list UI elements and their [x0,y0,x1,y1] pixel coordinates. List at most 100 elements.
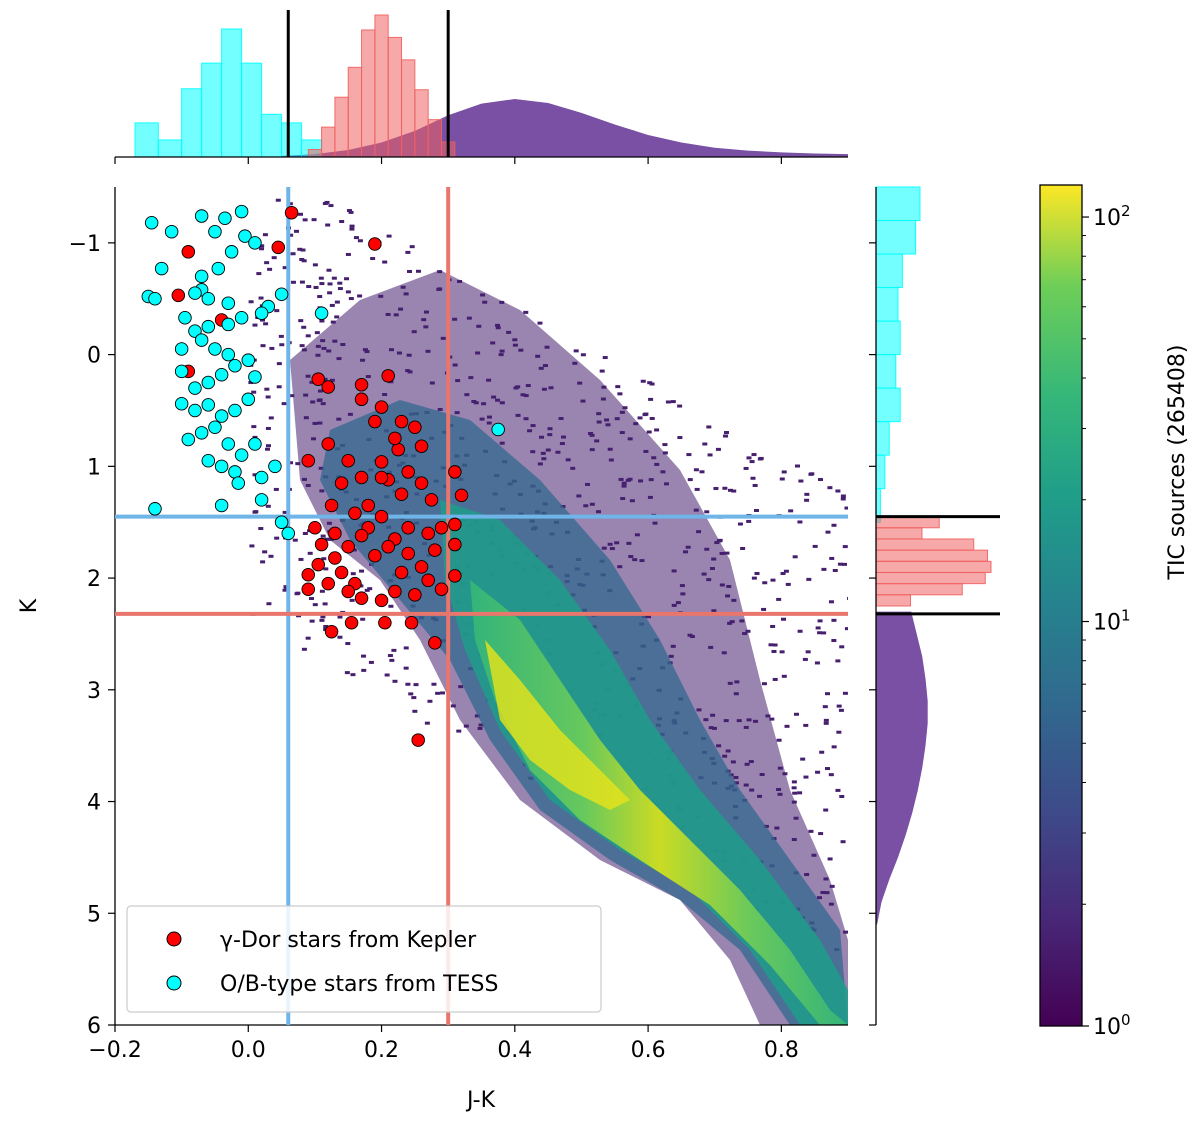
density-bin [345,290,351,294]
density-bin [717,538,723,542]
density-bin [276,362,282,366]
density-bin [770,578,776,582]
density-bin [825,530,831,534]
density-bin [309,619,315,623]
density-bin [776,738,782,742]
density-bin [279,343,285,347]
density-bin [842,691,848,695]
gamma-dor-point [171,288,186,303]
ob-type-point [214,498,229,513]
density-bin [806,577,812,581]
ob-type-point [491,422,505,437]
density-bin [743,466,749,470]
density-bin [702,442,708,446]
density-bin [301,647,307,651]
density-bin [411,696,417,700]
density-bin [828,773,834,777]
ob-type-point [221,437,236,451]
density-bin [337,615,343,619]
gamma-dor-point [394,565,409,580]
gamma-dor-point [368,237,382,251]
density-bin [797,520,803,524]
ob-type-point [211,261,226,276]
density-bin [704,510,710,514]
gamma-dor-point [311,372,325,386]
density-bin [345,642,351,646]
right-hist-bar-ob [875,186,921,222]
gamma-dor-point [321,437,335,451]
density-bin [784,724,790,728]
density-bin [822,705,828,709]
density-bin [817,631,823,635]
legend: γ-Dor stars from Kepler O/B-type stars f… [126,905,602,1013]
ob-type-point [188,286,202,300]
legend-label-ob: O/B-type stars from TESS [220,972,498,997]
top-hist-bar-ob [281,122,303,158]
gamma-dor-point [341,584,355,599]
density-bin [324,200,330,204]
y-tick-label: 5 [87,902,101,927]
density-bin [800,757,806,761]
density-bin [424,721,430,725]
gamma-dor-point [448,517,462,532]
density-bin [289,394,295,398]
density-bin [753,508,759,512]
density-bin [835,489,841,493]
x-tick-label: 0.8 [764,1038,799,1063]
density-bin [662,451,668,455]
density-bin [762,581,768,585]
gamma-dor-point [321,576,335,591]
ob-type-point [174,397,189,411]
density-bin [269,346,275,350]
density-bin [345,252,351,256]
gamma-dor-point [414,560,429,574]
density-bin [798,479,804,483]
ob-type-point [201,291,216,306]
density-bin [731,489,737,493]
gamma-dor-point [368,414,382,429]
density-bin [403,646,409,650]
density-bin [740,546,746,550]
density-bin [265,504,271,508]
density-bin [812,544,818,548]
density-bin [781,674,787,678]
ob-type-point [154,261,169,276]
density-bin [831,523,837,527]
ob-type-point [201,375,216,390]
ob-type-point [248,236,262,250]
density-bin [823,808,829,812]
gamma-dor-point [321,380,335,394]
density-bin [831,618,837,622]
density-bin [260,560,266,564]
density-bin [259,247,265,251]
density-bin [803,775,809,779]
density-bin [677,404,683,408]
ob-type-point [234,448,249,462]
density-bin [368,660,374,664]
legend-marker-gamma-dor [166,931,182,947]
density-bin [602,356,608,360]
gamma-dor-point [394,487,409,502]
density-bin [713,486,719,490]
density-bin [252,473,258,477]
density-bin [788,509,794,513]
density-bin [384,673,390,677]
density-bin [312,603,318,607]
density-bin [413,683,419,687]
density-bin [256,272,262,276]
density-bin [827,486,833,490]
density-bin [387,654,393,658]
density-bin [268,554,274,558]
gamma-dor-points [171,205,469,747]
gamma-dor-point [301,567,315,582]
gamma-dor-point [354,591,369,605]
gamma-dor-point [334,476,349,490]
density-bin [821,631,827,635]
density-bin [319,319,325,323]
density-bin [825,767,831,771]
density-bin [361,668,367,672]
ob-type-point [194,269,209,284]
gamma-dor-point [454,488,469,503]
ob-type-point [188,381,202,395]
